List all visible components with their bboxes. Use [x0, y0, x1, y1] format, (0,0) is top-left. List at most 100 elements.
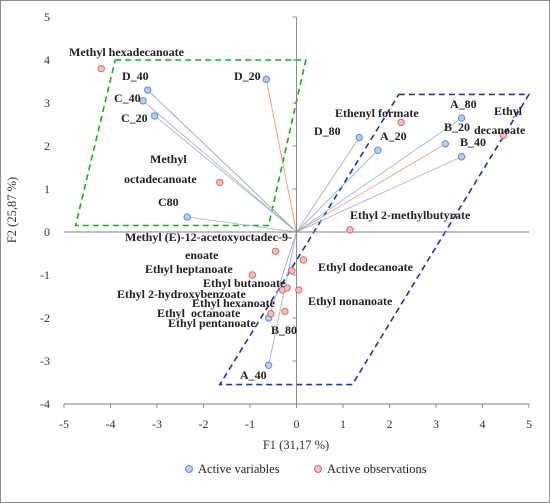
legend-label-active-observations: Active observations	[327, 462, 427, 476]
label-ethyl-dodecanoate: Ethyl dodecanoate	[318, 260, 414, 274]
y-tick-label: 1	[44, 182, 50, 196]
variable-point-C_40	[139, 97, 147, 105]
group-regions	[74, 59, 531, 386]
observation-point-Methyl-hexadecanoate	[97, 64, 105, 73]
label-methyl-acetoxy-2: enoate	[185, 248, 219, 262]
legend-marker-active-variables	[185, 465, 193, 473]
label-D_40: D_40	[122, 69, 149, 83]
observation-point-Methyl-octadecanoate	[216, 178, 224, 187]
label-B_80: B_80	[271, 323, 297, 337]
variable-point-D_40	[144, 86, 152, 94]
y-tick-label: -3	[40, 354, 50, 368]
x-tick-label: 1	[340, 417, 346, 431]
label-A_40: A_40	[240, 368, 267, 382]
y-tick-label: 5	[44, 10, 50, 24]
x-tick-label: -4	[106, 417, 116, 431]
x-tick-label: 5	[526, 417, 532, 431]
label-ethyl-nonanoate: Ethyl nonanoate	[308, 294, 393, 308]
y-tick-label: 3	[44, 96, 50, 110]
observation-point-Ethyl-heptanoate	[248, 271, 257, 279]
x-tick-label: 2	[387, 417, 393, 431]
x-tick-label: -2	[199, 417, 209, 431]
observation-point-Ethyl-dodecanoate	[299, 256, 308, 264]
y-tick-label: 2	[44, 139, 50, 153]
observation-point-Ethyl-hexanoate	[283, 284, 291, 292]
label-methyl-acetoxy-1: Methyl (E)-12-acetoxyoctadec-9-	[125, 230, 292, 244]
label-B_40: B_40	[460, 135, 486, 149]
x-tick-label: -1	[245, 417, 255, 431]
vector-B_40	[296, 156, 462, 233]
vector-C80	[187, 216, 297, 233]
region-green-group	[74, 59, 307, 227]
vector-A_40	[268, 231, 297, 366]
label-ethenyl-formate: Ethenyl formate	[335, 106, 419, 120]
observation-point-Ethyl-nonanoate	[295, 286, 303, 294]
vector-D_40	[147, 89, 297, 233]
label-C80: C80	[158, 195, 179, 209]
label-ethyl-octanoate: Ethyl octanoate	[157, 306, 241, 320]
variable-point-A_20	[374, 146, 382, 155]
observation-point-Ethyl-2-methylbutyrate	[346, 226, 354, 234]
y-tick-label: -1	[40, 268, 50, 282]
x-tick-label: 4	[480, 417, 486, 431]
variable-point-D_80	[355, 133, 363, 142]
variable-point-D_20	[262, 75, 270, 84]
label-C_20: C_20	[121, 111, 148, 125]
legend-marker-active-observations	[314, 465, 322, 473]
label-A_80: A_80	[450, 97, 477, 111]
vector-C_20	[154, 115, 297, 233]
label-A_20: A_20	[380, 129, 407, 143]
x-tick-label: 3	[433, 417, 439, 431]
vector-A_20	[296, 149, 379, 233]
variable-point-C_20	[150, 112, 159, 120]
label-methyl-hexadecanoate: Methyl hexadecanoate	[69, 45, 185, 59]
label-ethyl-2-hydroxybenzoate: Ethyl 2-hydroxybenzoate	[117, 287, 246, 301]
observation-point-Ethenyl-formate	[397, 118, 405, 127]
vector-D_80	[296, 137, 360, 233]
observation-point-Ethyl-decanoate	[499, 131, 508, 139]
label-ethyl-2-methylbutyrate: Ethyl 2-methylbutyrate	[350, 208, 471, 222]
x-tick-label: -3	[152, 417, 162, 431]
y-tick-label: -4	[40, 397, 50, 411]
label-ethyl-heptanoate: Ethyl heptanoate	[145, 262, 233, 276]
label-C_40: C_40	[114, 91, 141, 105]
observation-point-Ethyl-pentanoate	[267, 310, 275, 318]
variable-point-A_80	[457, 114, 466, 122]
label-ethyl-decanoate-1: Ethyl	[494, 104, 523, 118]
label-ethyl-decanoate-2: decanoate	[474, 123, 526, 137]
x-tick-label: 0	[294, 417, 300, 431]
vector-B_80	[268, 231, 297, 319]
legend: Active variables Active observations	[185, 462, 427, 476]
variable-point-A_40	[264, 361, 273, 369]
vector-D_20	[265, 79, 297, 233]
variable-point-B_20	[441, 140, 449, 148]
point-labels: D_40 C_40 C_20 D_20 D_80 A_20 A_80 B_20 …	[69, 45, 526, 382]
y-tick-label: -2	[40, 311, 50, 325]
vector-B_20	[296, 143, 446, 233]
data-points	[97, 64, 508, 369]
label-B_20: B_20	[444, 120, 470, 134]
x-axis-title: F1 (31,17 %)	[263, 438, 329, 452]
label-ethyl-pentanoate: Ethyl pentanoate	[168, 316, 256, 330]
variable-point-C80	[183, 213, 191, 221]
label-ethyl-butanoate: Ethyl butanoate	[203, 276, 286, 290]
vector-A_80	[296, 117, 462, 233]
observation-point-Ethyl-butanoate	[288, 267, 296, 275]
y-axis-title: F2 (25,87 %)	[5, 177, 19, 243]
label-D_20: D_20	[234, 69, 261, 83]
y-tick-label: 4	[44, 53, 50, 67]
legend-label-active-variables: Active variables	[198, 462, 280, 476]
label-methyl-octadecanoate-1: Methyl	[150, 152, 187, 166]
variable-point-B_40	[457, 153, 466, 161]
y-tick-label: 0	[44, 225, 50, 239]
vector-C_40	[142, 100, 297, 233]
axes: -5 -4 -3 -2 -1 0 1 2 3 4 5 -4 -3 -2 -1 0 1 2 3 4 5	[40, 10, 532, 431]
label-D_80: D_80	[314, 124, 341, 138]
variable-vectors	[142, 79, 462, 366]
observation-point-Ethyl-octanoate	[281, 307, 289, 316]
x-tick-label: -5	[59, 417, 69, 431]
observation-point-Methyl-(E)-12-acetoxyoctadec-9-enoate	[271, 247, 280, 256]
label-ethyl-hexanoate: Ethyl hexanoate	[192, 296, 276, 310]
